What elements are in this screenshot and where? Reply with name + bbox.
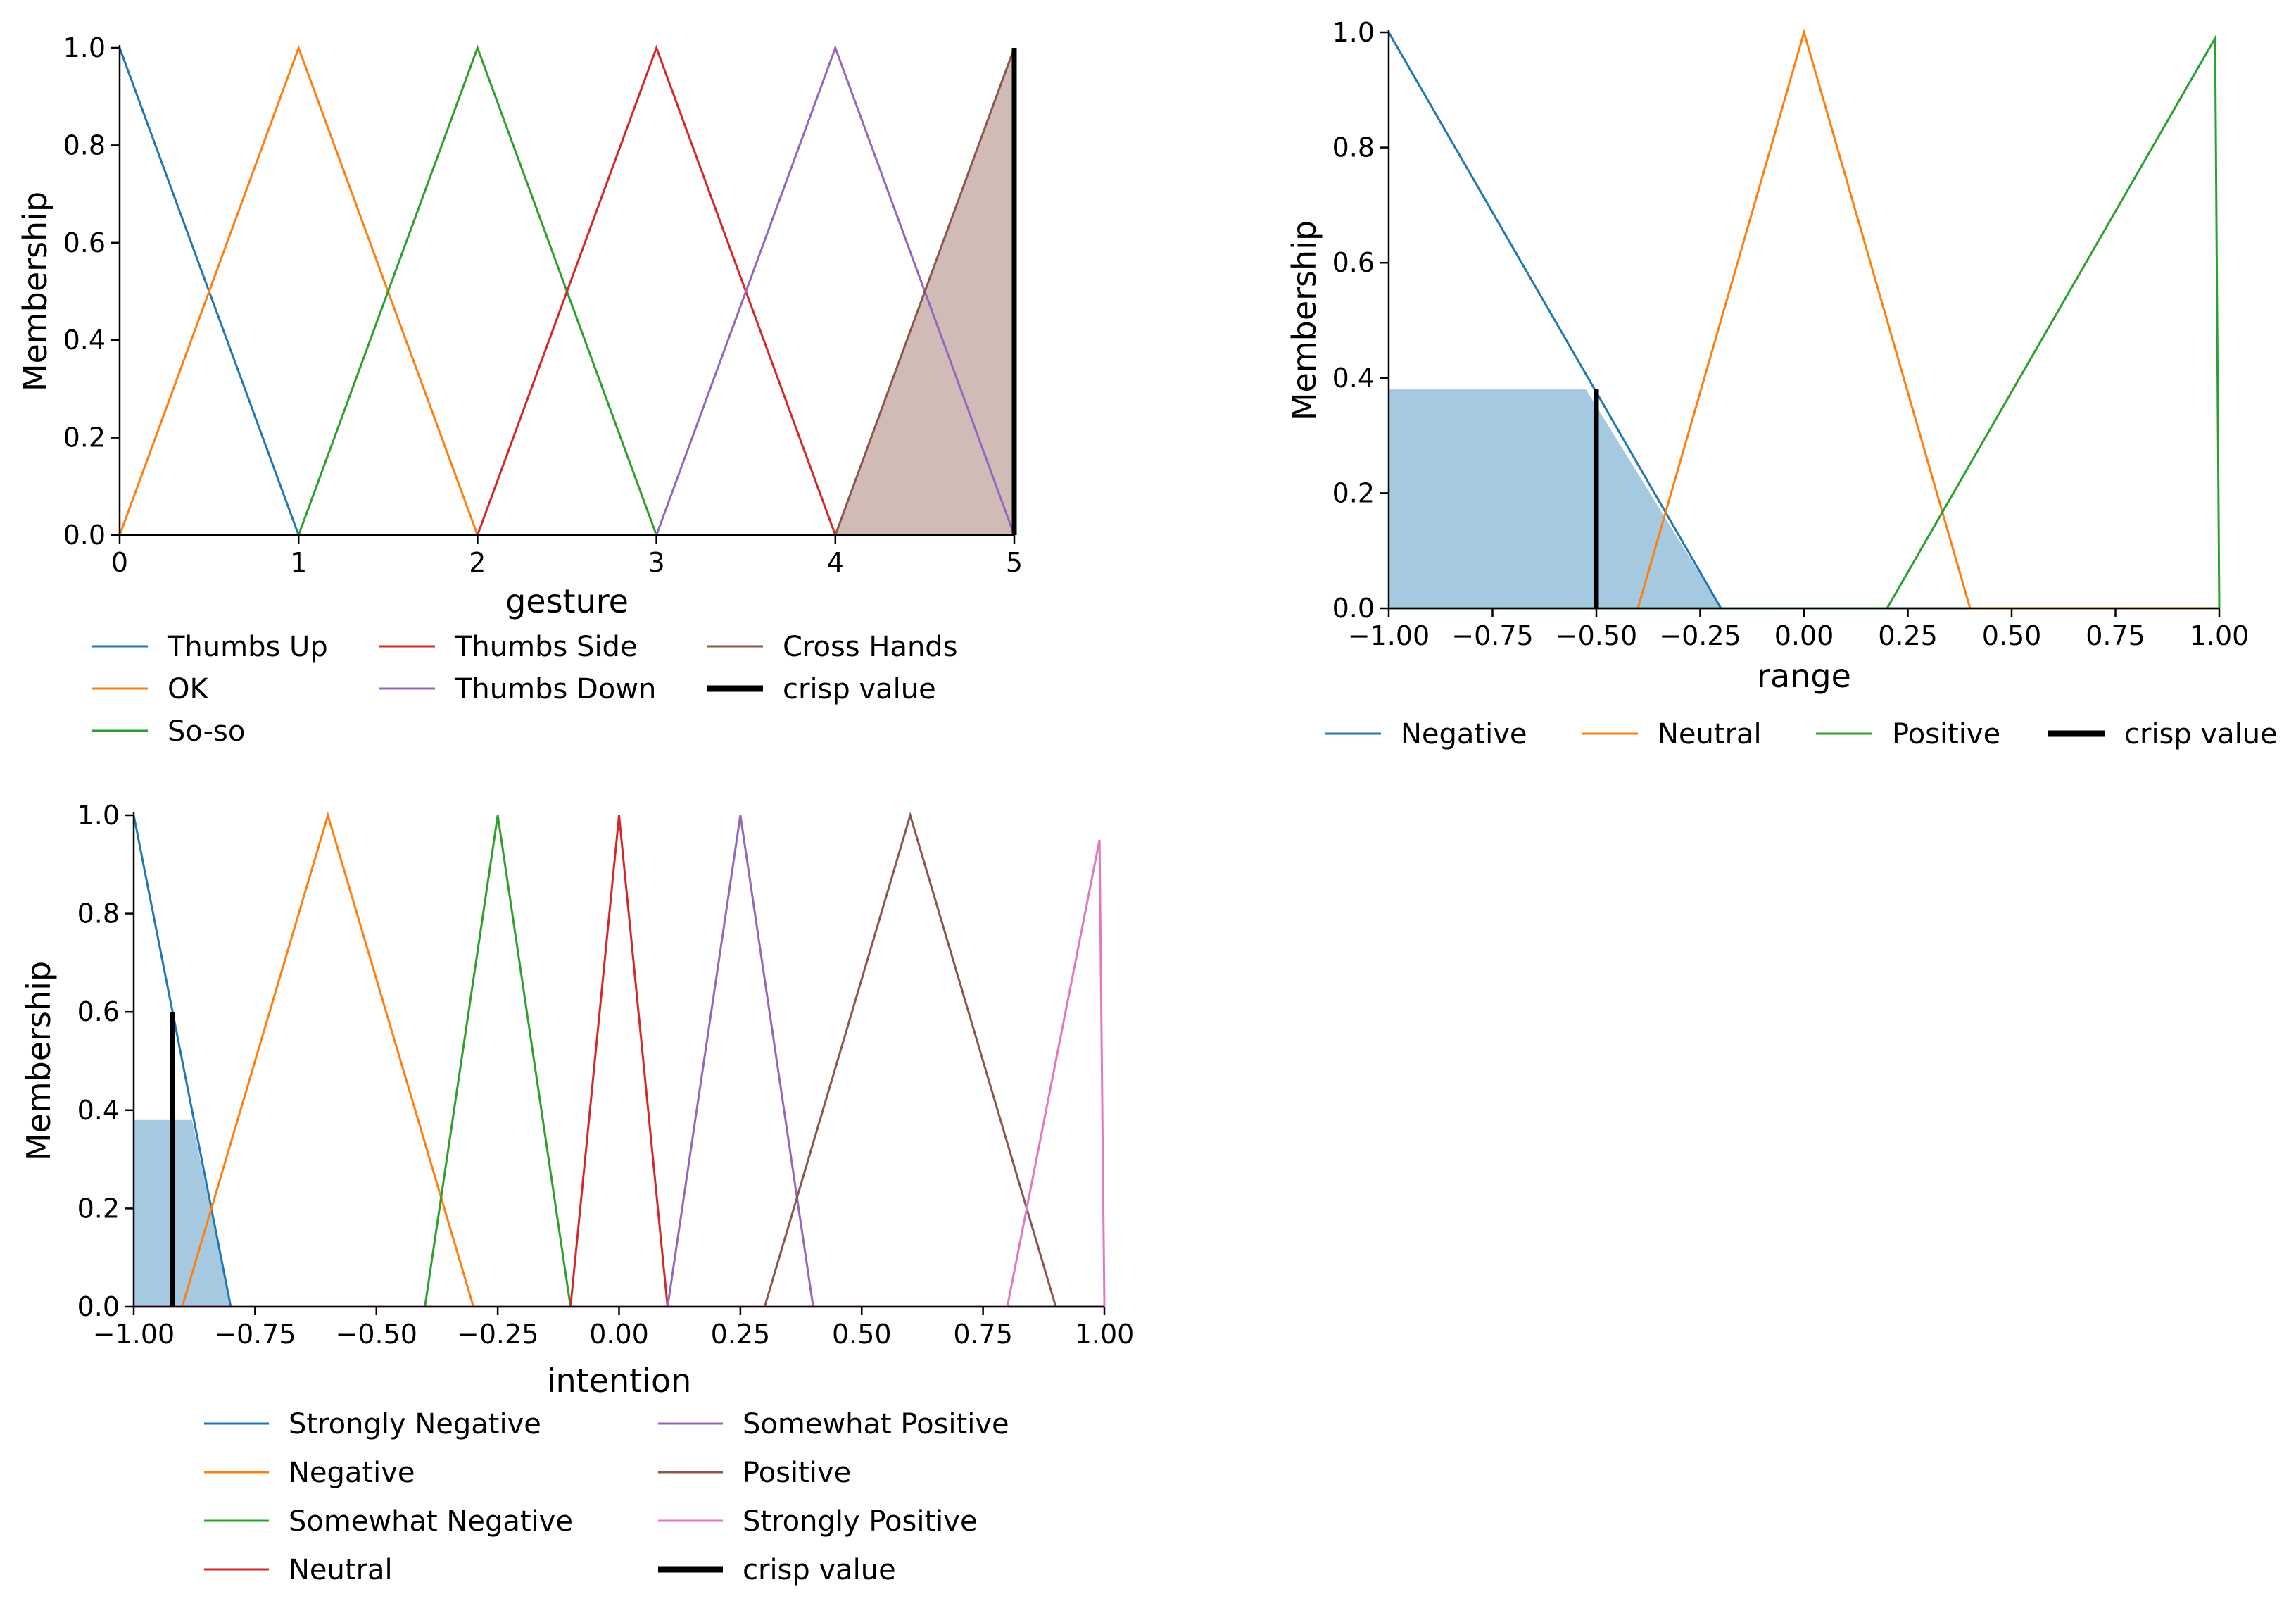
legend-label-crisp-value: crisp value xyxy=(783,673,936,705)
legend: Thumbs Up OK So-so Thumbs Side Thumbs Down Cr… xyxy=(92,631,958,748)
x-axis-label: range xyxy=(1757,657,1851,695)
x-tick-label: 3 xyxy=(648,547,665,578)
legend-label-neutral: Neutral xyxy=(289,1554,393,1586)
x-tick-label: 4 xyxy=(827,547,844,578)
legend: Strongly Negative Negative Somewhat Negati… xyxy=(204,1408,1009,1586)
legend-label-somewhat-positive: Somewhat Positive xyxy=(743,1408,1009,1441)
series-line-negative xyxy=(134,811,1104,1308)
legend-label-strongly-negative: Strongly Negative xyxy=(289,1408,541,1441)
y-tick-label: 0.0 xyxy=(1332,593,1375,624)
y-tick-label: 0.8 xyxy=(77,898,120,929)
legend-label-positive: Positive xyxy=(1892,718,2000,751)
x-tick-label: 0.75 xyxy=(953,1319,1013,1350)
x-tick-label: −0.25 xyxy=(1659,620,1741,651)
x-tick-label: 1.00 xyxy=(1075,1319,1135,1350)
x-axis-label: gesture xyxy=(505,582,629,620)
legend-label-negative: Negative xyxy=(289,1457,415,1489)
y-tick-label: 0.4 xyxy=(77,1095,120,1126)
x-tick-label: 2 xyxy=(469,547,486,578)
x-tick-label: 1.00 xyxy=(2190,620,2250,651)
y-tick-label: 0.8 xyxy=(1332,132,1375,163)
x-tick-label: 0.25 xyxy=(1878,620,1938,651)
series-line-positive xyxy=(134,811,1104,1308)
x-tick-label: −0.75 xyxy=(214,1319,296,1350)
y-tick-label: 0.2 xyxy=(1332,477,1375,508)
legend-label-strongly-positive: Strongly Positive xyxy=(743,1505,978,1538)
x-tick-label: 0.75 xyxy=(2086,620,2145,651)
y-tick-label: 0.2 xyxy=(77,1193,120,1224)
x-tick-label: 5 xyxy=(1006,547,1023,578)
legend-label-crisp-value: crisp value xyxy=(2124,718,2278,751)
series-line-strongly-positive xyxy=(134,839,1106,1308)
legend-label-neutral: Neutral xyxy=(1658,718,1762,751)
x-tick-label: 0.00 xyxy=(1774,620,1834,651)
x-tick-label: −0.50 xyxy=(336,1319,417,1350)
legend-label-cross-hands: Cross Hands xyxy=(783,631,958,663)
y-tick-label: 0.0 xyxy=(63,520,106,551)
y-tick-label: 0.2 xyxy=(63,422,106,453)
legend-label-so-so: So-so xyxy=(168,715,245,748)
legend-label-negative: Negative xyxy=(1401,718,1527,751)
x-tick-label: 0 xyxy=(111,547,128,578)
legend: Negative Neutral Positive crisp value xyxy=(1325,718,2278,751)
x-tick-label: −1.00 xyxy=(93,1319,175,1350)
x-tick-label: 0.25 xyxy=(711,1319,771,1350)
y-tick-label: 0.6 xyxy=(1332,247,1375,278)
x-tick-label: 0.50 xyxy=(1982,620,2042,651)
y-axis-label: Membership xyxy=(16,192,54,391)
x-tick-label: −0.25 xyxy=(457,1319,538,1350)
series-line-somewhat-negative xyxy=(134,815,1104,1308)
x-tick-label: 0.50 xyxy=(832,1319,892,1350)
legend-label-thumbs-up: Thumbs Up xyxy=(167,631,328,663)
y-axis-label: Membership xyxy=(20,961,58,1161)
subplot-gesture: 0 1 2 3 4 5 0.0 0.2 0.4 0.6 0.8 1.0 gesture Membershi… xyxy=(16,32,1023,748)
legend-label-somewhat-negative: Somewhat Negative xyxy=(289,1505,573,1538)
series-line-somewhat-positive xyxy=(134,815,1104,1308)
legend-label-positive: Positive xyxy=(743,1457,851,1489)
series-line-strongly-negative xyxy=(132,815,1104,1308)
y-tick-label: 0.8 xyxy=(63,130,106,161)
series-line-neutral xyxy=(134,815,1104,1308)
x-tick-label: 1 xyxy=(290,547,307,578)
y-tick-label: 0.6 xyxy=(63,227,106,258)
x-tick-label: −0.75 xyxy=(1451,620,1533,651)
x-tick-label: 0.00 xyxy=(589,1319,649,1350)
y-tick-label: 1.0 xyxy=(77,800,120,831)
subplot-intention: −1.00 −0.75 −0.50 −0.25 0.00 0.25 0.50 0.75 1.00… xyxy=(20,800,1134,1586)
x-axis-label: intention xyxy=(547,1362,692,1400)
x-tick-label: −0.50 xyxy=(1556,620,1637,651)
y-tick-label: 1.0 xyxy=(1332,17,1375,48)
y-tick-label: 0.0 xyxy=(77,1291,120,1322)
y-tick-label: 0.4 xyxy=(1332,363,1375,394)
y-axis-label: Membership xyxy=(1285,220,1323,420)
aggregated-fill-area xyxy=(1389,389,1721,608)
legend-label-crisp-value: crisp value xyxy=(743,1554,896,1586)
subplot-range: −1.00 −0.75 −0.50 −0.25 0.00 0.25 0.50 0.75 1.00… xyxy=(1285,17,2278,751)
legend-label-thumbs-down: Thumbs Down xyxy=(454,673,656,705)
x-tick-label: −1.00 xyxy=(1348,620,1430,651)
aggregated-fill-area xyxy=(134,1119,231,1307)
y-tick-label: 0.4 xyxy=(63,325,106,356)
y-tick-label: 0.6 xyxy=(77,996,120,1027)
y-tick-label: 1.0 xyxy=(63,32,106,63)
legend-label-thumbs-side: Thumbs Side xyxy=(454,631,638,663)
legend-label-ok: OK xyxy=(168,673,209,705)
